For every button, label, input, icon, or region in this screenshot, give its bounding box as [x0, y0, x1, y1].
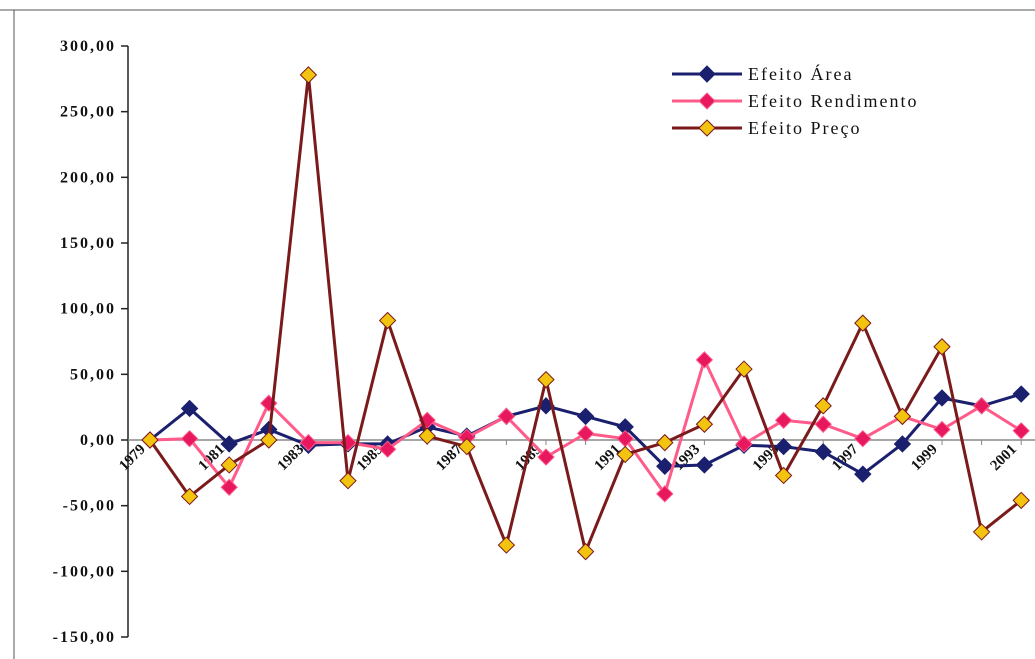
data-point [616, 445, 634, 464]
data-point [220, 478, 238, 496]
data-point [933, 338, 951, 356]
y-tick-label: 0,00 [80, 432, 116, 449]
data-point [656, 457, 674, 475]
legend-entry: Efeito Preço [672, 118, 861, 138]
data-point [299, 66, 318, 84]
legend-label: Efeito Rendimento [748, 91, 918, 111]
y-tick-label: 50,00 [70, 366, 116, 383]
data-point [933, 420, 951, 439]
y-tick-label: -150,00 [53, 629, 116, 646]
data-point [497, 407, 516, 426]
data-point [1012, 491, 1030, 510]
data-point [656, 485, 674, 503]
legend-entry: Efeito Rendimento [672, 91, 918, 111]
data-point [418, 427, 436, 445]
y-tick-label: 100,00 [60, 301, 116, 318]
data-point [220, 435, 238, 453]
data-point [972, 523, 991, 541]
data-point [774, 411, 793, 430]
data-point [1012, 385, 1030, 403]
data-point [141, 431, 159, 449]
data-point [576, 407, 595, 426]
data-point [497, 536, 516, 554]
data-point [576, 542, 595, 561]
data-point [180, 429, 199, 448]
data-point [854, 465, 872, 483]
data-point [735, 360, 753, 378]
data-point [735, 435, 753, 453]
data-point [972, 397, 991, 415]
x-tick-label: 2001 [988, 442, 1021, 475]
y-tick-label: -100,00 [53, 563, 116, 580]
data-point [933, 389, 951, 407]
x-tick-label: 1979 [116, 442, 149, 475]
y-tick-label: 150,00 [60, 235, 116, 252]
data-point [180, 399, 199, 418]
data-point [814, 443, 832, 461]
data-point [893, 407, 912, 426]
data-point [854, 429, 872, 448]
legend-swatch-marker [698, 119, 716, 137]
data-point [537, 448, 555, 466]
data-point [458, 437, 476, 456]
data-point [339, 472, 357, 490]
y-tick-label: 200,00 [60, 169, 116, 186]
data-point [695, 415, 714, 433]
series-layer [141, 66, 1030, 561]
data-point [695, 351, 714, 369]
data-point [537, 370, 555, 389]
data-point [774, 466, 793, 485]
y-tick-label: 300,00 [60, 38, 116, 55]
legend: Efeito Área Efeito Rendimento Efeito Preço [672, 63, 918, 138]
data-point [1012, 422, 1030, 440]
x-tick-label: 1999 [908, 442, 941, 475]
data-point [180, 487, 199, 506]
legend-label: Efeito Área [748, 63, 853, 84]
data-point [893, 435, 912, 453]
data-point [656, 433, 674, 452]
y-tick-label: 250,00 [60, 104, 116, 121]
legend-entry: Efeito Área [672, 63, 853, 84]
data-point [695, 456, 714, 474]
data-point [378, 311, 397, 330]
series-2 [141, 351, 1030, 503]
legend-swatch-marker [698, 92, 716, 110]
series-line [148, 74, 1023, 557]
data-point [814, 415, 832, 433]
data-point [260, 431, 278, 449]
data-point [576, 424, 595, 443]
data-point [220, 456, 238, 474]
y-tick-label: -50,00 [63, 498, 116, 515]
legend-label: Efeito Preço [748, 118, 861, 138]
data-point [378, 440, 397, 458]
legend-swatch-marker [698, 65, 716, 83]
data-point [814, 397, 832, 415]
series-3 [141, 66, 1030, 561]
data-point [774, 437, 793, 456]
data-point [854, 314, 872, 332]
data-point [299, 433, 318, 452]
